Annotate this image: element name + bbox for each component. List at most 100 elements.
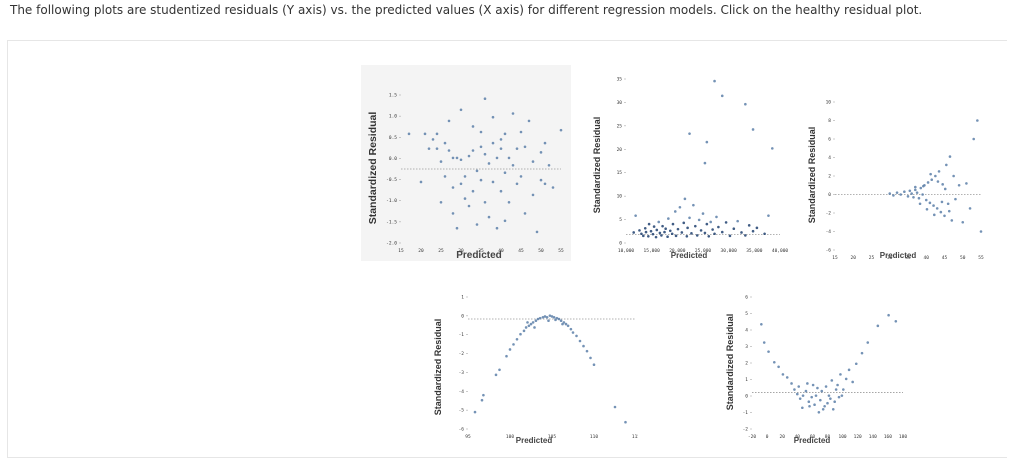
data-point (508, 348, 512, 351)
data-point (547, 319, 550, 322)
data-point (695, 234, 699, 237)
data-point (831, 407, 835, 411)
data-point (860, 351, 864, 355)
data-point (957, 183, 961, 187)
data-point (557, 317, 561, 321)
residual-plot-3[interactable]: 15 20 25 30 35 40 45 50 55 10 8 6 4 2 0 -2 -4 -6 Standard… (803, 65, 988, 262)
data-point (747, 224, 751, 227)
y-tick-label: -4 (459, 389, 465, 395)
x-tick-label: 140 (869, 434, 877, 440)
data-point (713, 232, 716, 236)
data-point (499, 138, 503, 141)
residual-plot-5[interactable]: -20 0 20 40 60 80 100 120 140 160 180 6 5 4 3 2 1 0 -1 -2 S… (720, 267, 920, 452)
data-point (592, 363, 596, 366)
data-point (961, 220, 965, 224)
y-tick-label: -6 (826, 248, 832, 254)
data-point (649, 229, 653, 233)
data-point (804, 389, 808, 393)
data-point (673, 210, 677, 213)
y-tick-label: -0.5 (386, 177, 397, 183)
data-point (686, 226, 689, 230)
data-point (740, 231, 743, 234)
data-point (823, 404, 826, 408)
data-point (455, 226, 459, 230)
data-point (701, 212, 705, 215)
residual-plot-4[interactable]: 95 100 105 110 115 1 0 -1 -2 -3 -4 -5 -6 Standardize… (428, 267, 638, 452)
data-point (928, 201, 932, 205)
data-point (487, 162, 491, 165)
data-point (519, 332, 522, 336)
data-point (844, 377, 848, 381)
data-point (647, 234, 650, 238)
data-point (515, 338, 519, 341)
y-tick-label: -5 (459, 408, 465, 414)
data-point (559, 128, 563, 132)
data-point (539, 178, 543, 182)
x-tick-label: 60 (810, 434, 816, 440)
y-tick-label: 2 (745, 361, 748, 367)
data-point (887, 313, 890, 317)
x-axis-label: Predicted (880, 251, 917, 260)
x-tick-label: 40,000 (772, 248, 788, 254)
data-point (491, 180, 495, 184)
data-point (699, 229, 703, 232)
data-point (512, 343, 515, 346)
data-point (479, 130, 483, 134)
data-point (952, 174, 955, 178)
data-point (534, 319, 538, 322)
data-point (854, 362, 858, 366)
x-tick-label: 50 (960, 255, 966, 261)
x-tick-label: 30 (458, 248, 464, 254)
data-point (531, 321, 535, 324)
x-tick-label: 20 (418, 248, 424, 254)
data-point (447, 149, 451, 152)
data-point (624, 420, 627, 424)
data-point (527, 119, 531, 123)
data-point (943, 214, 946, 218)
x-tick-label: 40 (924, 255, 930, 261)
x-tick-label: 15,000 (644, 248, 661, 254)
x-tick-label: 25,000 (695, 248, 712, 254)
data-point (932, 204, 935, 207)
data-point (467, 204, 471, 208)
x-tick-label: 45 (518, 248, 524, 254)
data-point (947, 209, 951, 213)
y-tick-label: -3 (459, 370, 465, 376)
data-point (772, 360, 776, 364)
x-tick-label: 45 (942, 255, 948, 261)
data-point (550, 315, 554, 318)
data-point (767, 350, 770, 353)
data-point (566, 324, 570, 328)
data-point (423, 132, 427, 136)
data-point (895, 191, 899, 194)
question-text: The following plots are studentized resi… (10, 3, 923, 17)
data-point (487, 215, 491, 219)
x-tick-label: 95 (465, 434, 471, 440)
plots-panel: 15 20 25 30 35 40 45 50 55 1.5 1.0 0.5 0.0 -0.5 -1.0 -1… (7, 40, 1007, 458)
y-tick-label: 30 (617, 100, 623, 106)
data-point (498, 368, 501, 372)
data-point (644, 230, 648, 234)
data-point (571, 331, 575, 334)
data-point (705, 140, 709, 144)
data-point (806, 382, 809, 385)
residual-plot-2[interactable]: 10,000 15,000 20,000 25,000 30,000 35,000 40,0… (588, 65, 788, 261)
x-tick-label: 40 (795, 434, 801, 440)
data-point (771, 147, 774, 150)
data-point (451, 186, 455, 189)
data-point (647, 222, 651, 226)
data-point (463, 197, 467, 200)
data-point (559, 319, 563, 322)
data-point (643, 226, 647, 230)
y-tick-label: -2 (459, 351, 465, 357)
y-tick-label: 3 (745, 344, 748, 350)
data-point (551, 186, 555, 189)
x-axis-label: Predicted (671, 251, 708, 260)
data-point (507, 156, 511, 160)
data-point (899, 193, 902, 196)
data-point (543, 315, 547, 318)
data-point (813, 403, 816, 407)
residual-plot-1[interactable]: 15 20 25 30 35 40 45 50 55 1.5 1.0 0.5 0.0 -0.5 -1.0 -1… (361, 65, 571, 261)
data-point (463, 175, 467, 178)
data-point (755, 226, 759, 230)
